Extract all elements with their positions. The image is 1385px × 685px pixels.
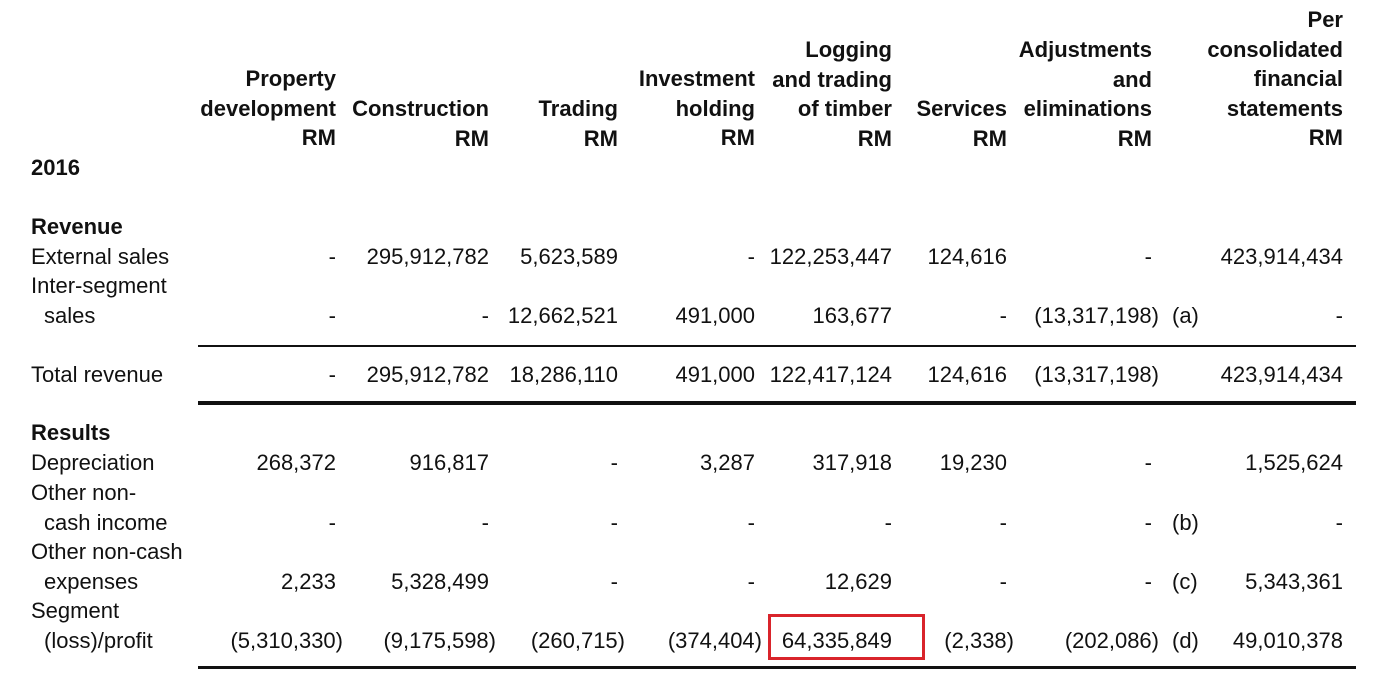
section-revenue: Revenue <box>31 214 123 239</box>
cell-value: 423,914,434 <box>1220 362 1343 387</box>
col-header-consolidated: Per consolidated financial statements RM <box>1207 7 1343 150</box>
cell-value: 12,629 <box>824 568 892 594</box>
cell-value: 1,525,624 <box>1245 450 1343 475</box>
cell-value: 122,253,447 <box>769 244 892 269</box>
col-header-services: Services RM <box>916 96 1007 151</box>
cell-value: - <box>328 244 336 269</box>
cell-value: 5,343,361 <box>1245 568 1343 594</box>
cell-value: (202,086) <box>1064 627 1159 653</box>
col-header-trading: Trading RM <box>538 96 618 151</box>
cell-value: - <box>1335 509 1343 535</box>
cell-value: (13,317,198) <box>1034 302 1159 328</box>
cell-value: 317,918 <box>812 450 892 475</box>
cell-value: - <box>610 450 618 475</box>
cell-value: 5,328,499 <box>391 568 489 594</box>
cell-value: (260,715) <box>530 627 625 653</box>
cell-value: 3,287 <box>699 450 755 475</box>
cell-value: 49,010,378 <box>1232 627 1343 653</box>
col-header-adjustments: Adjustments and eliminations RM <box>1018 37 1152 151</box>
cell-value: 19,230 <box>939 450 1007 475</box>
cell-value: - <box>328 509 336 535</box>
cell-value: - <box>328 362 336 387</box>
row-label: Other non- <box>31 480 137 505</box>
cell-value: 122,417,124 <box>769 362 892 387</box>
note-ref: (a) <box>1172 302 1199 328</box>
cell-value: - <box>747 568 755 594</box>
cell-value: 12,662,521 <box>507 302 618 328</box>
cell-value: 268,372 <box>256 450 336 475</box>
cell-value: - <box>999 302 1007 328</box>
cell-value: - <box>999 509 1007 535</box>
cell-value: 124,616 <box>927 362 1007 387</box>
cell-value: - <box>999 568 1007 594</box>
note-ref: (c) <box>1172 568 1198 594</box>
cell-value: - <box>328 302 336 328</box>
cell-value: - <box>1144 450 1152 475</box>
cell-value: 124,616 <box>927 244 1007 269</box>
cell-value: - <box>884 509 892 535</box>
cell-value: - <box>1144 244 1152 269</box>
section-results: Results <box>31 420 111 445</box>
cell-value: 295,912,782 <box>366 362 489 387</box>
cell-value: - <box>1144 568 1152 594</box>
bottom-rule <box>198 666 1356 669</box>
note-ref: (d) <box>1172 627 1199 653</box>
row-label: (loss)/profit <box>44 627 153 653</box>
year-label: 2016 <box>31 155 80 180</box>
note-ref: (b) <box>1172 509 1199 535</box>
cell-value: - <box>481 302 489 328</box>
total-rule <box>198 401 1356 405</box>
cell-value: 2,233 <box>280 568 336 594</box>
row-label: Inter-segment <box>31 273 167 298</box>
cell-value: 5,623,589 <box>520 244 618 269</box>
cell-value: - <box>747 244 755 269</box>
row-label: Depreciation <box>31 450 155 475</box>
cell-value: (5,310,330) <box>230 627 343 653</box>
col-header-construction: Construction RM <box>352 96 489 151</box>
cell-value: - <box>1144 509 1152 535</box>
cell-value: (374,404) <box>667 627 762 653</box>
row-label: External sales <box>31 244 170 269</box>
cell-value: - <box>747 509 755 535</box>
cell-value: (13,317,198) <box>1034 362 1159 387</box>
row-label: expenses <box>44 568 139 594</box>
cell-value: (2,338) <box>944 627 1014 653</box>
cell-value: - <box>610 509 618 535</box>
row-label: Other non-cash <box>31 539 183 564</box>
subtotal-rule <box>198 345 1356 347</box>
cell-value: - <box>610 568 618 594</box>
cell-value: 423,914,434 <box>1220 244 1343 269</box>
cell-value: 491,000 <box>675 302 755 328</box>
highlight-box <box>768 614 925 660</box>
row-label: Total revenue <box>31 362 164 387</box>
cell-value: (9,175,598) <box>383 627 496 653</box>
row-label: sales <box>44 302 96 328</box>
col-header-investment-holding: Investment holding RM <box>638 66 755 150</box>
cell-value: 916,817 <box>409 450 489 475</box>
row-label: Segment <box>31 598 120 623</box>
cell-value: 64,335,849 <box>781 627 892 653</box>
cell-value: 295,912,782 <box>366 244 489 269</box>
col-header-property-development: Property development RM <box>200 66 336 150</box>
col-header-logging-timber: Logging and trading of timber RM <box>772 37 892 151</box>
cell-value: - <box>1335 302 1343 328</box>
cell-value: 18,286,110 <box>509 362 618 387</box>
row-label: cash income <box>44 509 168 535</box>
cell-value: 163,677 <box>812 302 892 328</box>
cell-value: - <box>481 509 489 535</box>
cell-value: 491,000 <box>675 362 755 387</box>
